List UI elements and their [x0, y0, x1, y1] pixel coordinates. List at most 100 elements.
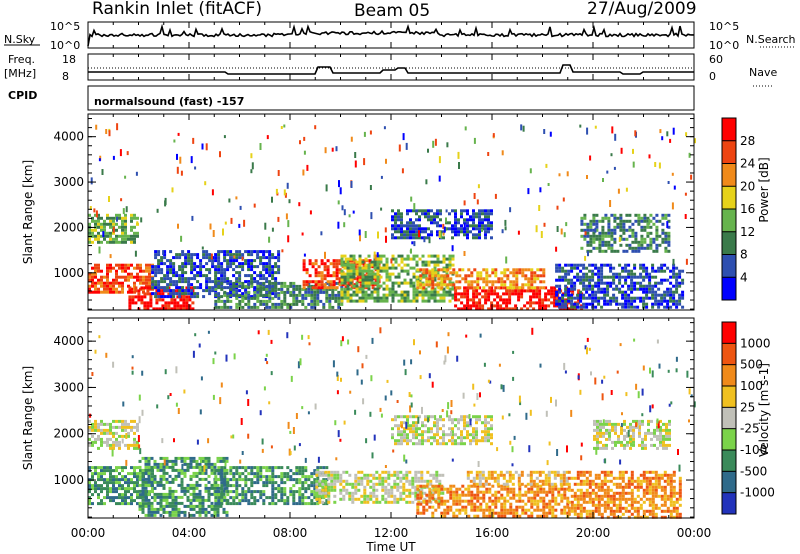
power-colorbar-tick-label: 4: [740, 270, 748, 284]
power-cell: [184, 256, 188, 260]
power-cell: [660, 281, 664, 285]
power-cell: [176, 153, 178, 160]
power-cell: [533, 280, 537, 284]
power-cell: [349, 269, 353, 273]
power-cell: [190, 283, 194, 287]
power-cell: [214, 259, 218, 263]
velocity-cell: [100, 484, 103, 488]
velocity-cell: [253, 481, 257, 485]
velocity-cell: [548, 502, 552, 506]
velocity-cell: [115, 502, 118, 506]
power-cell: [637, 222, 641, 226]
velocity-cell: [405, 488, 409, 492]
power-cell: [343, 272, 347, 276]
velocity-cell: [130, 425, 133, 429]
velocity-cell: [159, 492, 163, 496]
velocity-cell: [345, 470, 349, 474]
power-cell: [466, 224, 469, 228]
velocity-cell: [518, 484, 522, 488]
velocity-cell: [289, 475, 293, 479]
velocity-cell: [378, 476, 382, 480]
velocity-cell: [467, 493, 471, 497]
velocity-cell: [491, 499, 495, 503]
power-cell: [601, 219, 605, 223]
velocity-cell: [159, 483, 163, 487]
velocity-cell: [174, 495, 178, 499]
velocity-cell: [419, 511, 423, 515]
power-cell: [475, 215, 478, 219]
velocity-cell: [408, 494, 412, 498]
velocity-cell: [375, 494, 379, 498]
power-cell: [164, 304, 168, 308]
nave-tick-bottom: 0: [709, 70, 716, 83]
power-cell: [499, 304, 503, 308]
velocity-cell: [171, 510, 175, 514]
power-cell: [163, 274, 167, 278]
velocity-cell: [476, 496, 480, 500]
power-cell: [193, 265, 197, 269]
power-cell: [172, 268, 176, 272]
velocity-cell: [405, 494, 409, 498]
velocity-cell: [446, 511, 450, 515]
velocity-cell: [542, 496, 546, 500]
velocity-cell: [127, 487, 130, 491]
velocity-cell: [336, 479, 340, 483]
velocity-cell: [235, 487, 239, 491]
power-cell: [376, 263, 380, 267]
power-cell: [271, 305, 275, 309]
power-cell: [633, 284, 637, 288]
velocity-cell: [533, 493, 537, 497]
power-cell: [646, 219, 650, 223]
velocity-cell: [286, 478, 290, 482]
power-cell: [428, 274, 432, 278]
velocity-cell: [482, 484, 486, 488]
velocity-cell: [112, 478, 115, 482]
freq-tick-bottom: 8: [62, 70, 69, 83]
velocity-cell: [384, 485, 388, 489]
power-cell: [314, 286, 318, 290]
power-cell: [169, 277, 173, 281]
power-cell: [460, 209, 463, 213]
velocity-cell: [220, 472, 224, 476]
power-cell: [250, 153, 253, 159]
power-cell: [558, 173, 561, 177]
velocity-cell: [150, 465, 154, 469]
power-cell: [164, 301, 168, 305]
velocity-cell: [310, 475, 314, 479]
power-cell: [576, 278, 580, 282]
velocity-cell: [127, 431, 130, 435]
power-cell: [388, 290, 392, 294]
velocity-cell: [315, 473, 319, 477]
velocity-cell: [449, 508, 453, 512]
power-cell: [124, 237, 127, 241]
velocity-cell: [262, 499, 266, 503]
power-cell: [103, 275, 106, 279]
power-cell: [415, 218, 418, 222]
power-cell: [469, 224, 472, 228]
power-cell: [244, 262, 248, 266]
power-cell: [666, 290, 670, 294]
power-cell: [222, 228, 224, 236]
velocity-cell: [121, 484, 124, 488]
power-cell: [112, 222, 115, 226]
power-cell: [427, 227, 430, 231]
power-cell: [157, 259, 161, 263]
velocity-cell: [390, 500, 394, 504]
power-cell: [561, 278, 565, 282]
power-cell: [379, 266, 383, 270]
velocity-cell: [217, 472, 221, 476]
power-cell: [416, 280, 420, 284]
power-cell: [400, 290, 404, 294]
power-cell: [524, 268, 528, 272]
velocity-cell: [301, 466, 305, 470]
power-cell: [244, 296, 248, 300]
velocity-cell: [461, 499, 465, 503]
power-cell: [145, 275, 148, 279]
power-cell: [166, 283, 170, 287]
velocity-cell: [467, 514, 471, 518]
power-cell: [391, 254, 395, 258]
power-cell: [457, 233, 460, 237]
velocity-cell: [488, 490, 492, 494]
velocity-cell: [217, 466, 221, 470]
velocity-cell: [381, 476, 385, 480]
